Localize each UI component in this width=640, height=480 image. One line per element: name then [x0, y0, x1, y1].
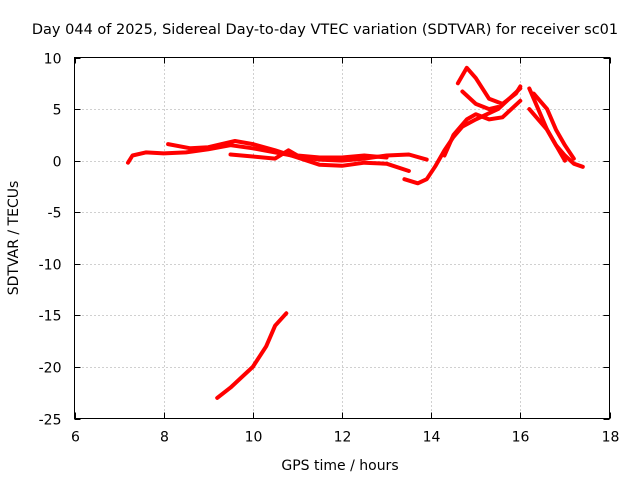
x-tick-label: 14 [423, 430, 441, 446]
y-tick-label: -10 [39, 258, 62, 274]
y-tick-label: -20 [39, 361, 62, 377]
x-axis-label: GPS time / hours [281, 458, 398, 474]
series-arc-10 [527, 107, 567, 163]
grid-lines [74, 57, 610, 419]
series-arc-9 [531, 91, 576, 161]
series-arc-3 [228, 148, 389, 161]
series-arc-6 [455, 65, 523, 106]
series-arc-7 [460, 89, 500, 112]
series-arc-1 [126, 143, 429, 165]
x-tick-label: 8 [160, 430, 169, 446]
x-tick-label: 18 [602, 430, 620, 446]
axis-ticks: 6 8 10 12 14 16 18 10 5 0 -5 -10 -15 -20 -25 [39, 52, 620, 446]
y-tick-label: -25 [39, 413, 62, 429]
y-tick-label: 10 [44, 52, 62, 68]
y-tick-label: 5 [53, 103, 62, 119]
y-tick-label: -15 [39, 309, 62, 325]
x-tick-label: 6 [71, 430, 80, 446]
x-tick-label: 12 [334, 430, 352, 446]
y-axis-label: SDTVAR / TECUs [6, 181, 22, 296]
series-arc-11 [215, 311, 289, 400]
x-tick-label: 10 [245, 430, 263, 446]
series-arc-5 [442, 98, 523, 158]
x-tick-label: 16 [512, 430, 530, 446]
data-series [126, 65, 585, 400]
chart-title: Day 044 of 2025, Sidereal Day-to-day VTE… [32, 22, 618, 38]
y-tick-label: 0 [53, 155, 62, 171]
y-tick-label: -5 [48, 206, 62, 222]
